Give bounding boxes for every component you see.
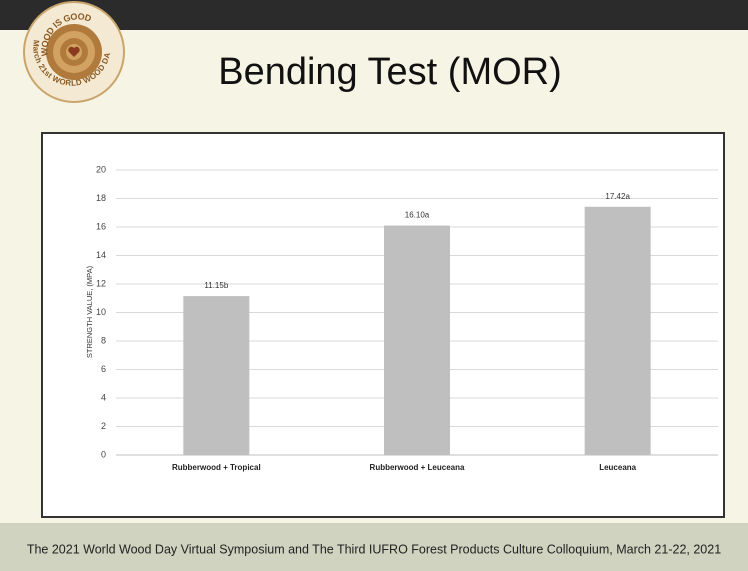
y-tick-label: 16: [96, 221, 106, 231]
y-tick-label: 2: [101, 421, 106, 431]
y-tick-label: 18: [96, 193, 106, 203]
y-tick-label: 10: [96, 307, 106, 317]
y-tick-label: 12: [96, 278, 106, 288]
y-tick-label: 0: [101, 449, 106, 459]
y-tick-label: 4: [101, 392, 106, 402]
x-tick-label: Rubberwood + Leuceana: [370, 463, 465, 472]
footer-text: The 2021 World Wood Day Virtual Symposiu…: [27, 542, 721, 556]
bar: [183, 296, 250, 455]
x-tick-label: Rubberwood + Tropical: [172, 463, 261, 472]
value-label: 11.15b: [204, 281, 228, 290]
x-tick-label: Leuceana: [599, 463, 636, 472]
y-tick-label: 20: [96, 164, 106, 174]
footer-band: [0, 523, 748, 571]
y-tick-label: 8: [101, 335, 106, 345]
y-tick-label: 6: [101, 364, 106, 374]
bar: [584, 206, 651, 455]
slide-title: Bending Test (MOR): [218, 51, 562, 93]
y-axis-label: STRENGTH VALUE, (MPA): [85, 265, 94, 358]
bar: [384, 225, 450, 455]
top-bar: [0, 0, 748, 30]
value-label: 17.42a: [605, 192, 630, 201]
y-tick-label: 14: [96, 250, 106, 260]
value-label: 16.10a: [405, 211, 430, 220]
